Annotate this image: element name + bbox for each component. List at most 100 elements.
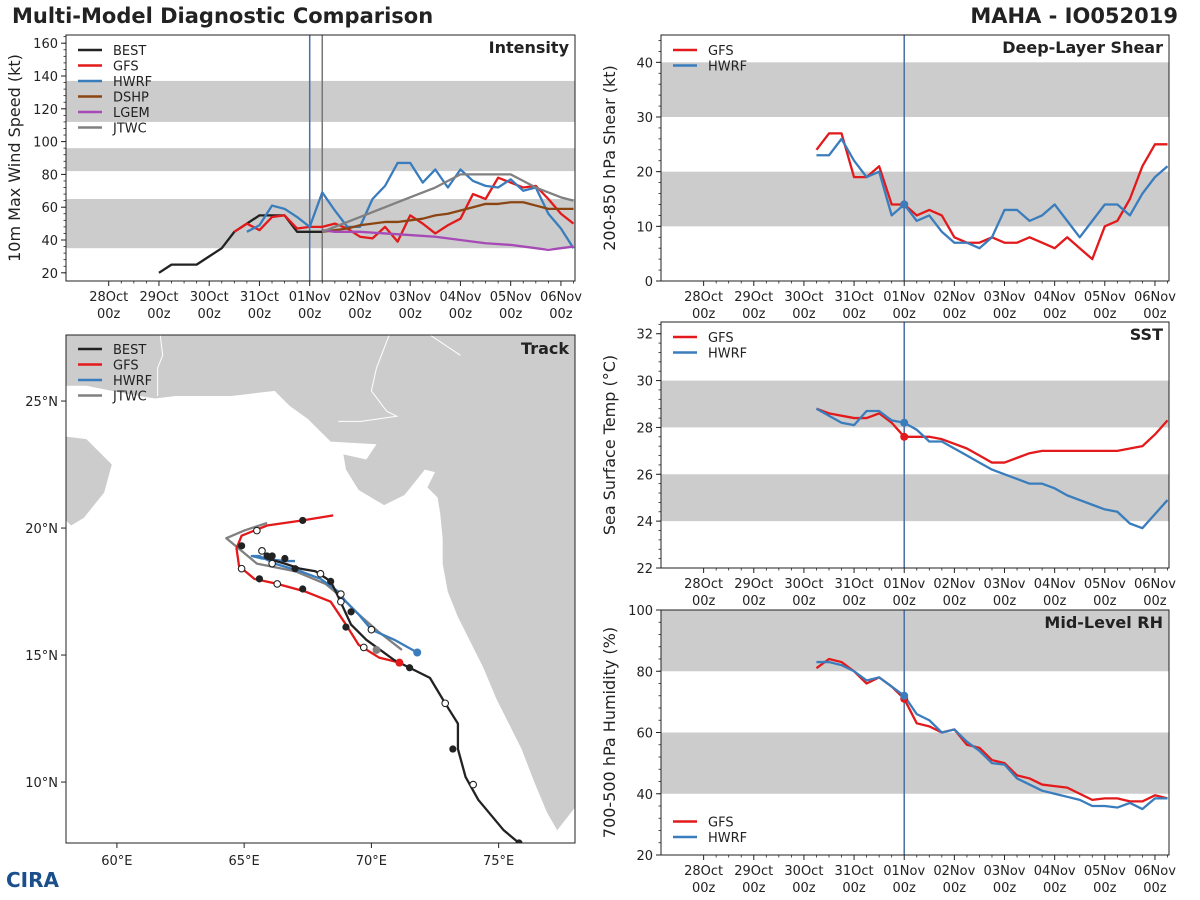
intensity-xtick-hour: 00z <box>348 307 372 322</box>
shear-xtick-day: 06Nov <box>1134 290 1176 305</box>
rh-xtick-hour: 00z <box>1143 881 1167 896</box>
shear-xtick-hour: 00z <box>742 307 766 322</box>
intensity-series-jtwc <box>321 173 574 233</box>
intensity-xtick-day: 28Oct <box>89 290 128 305</box>
shear-ytick-label: 0 <box>645 275 653 290</box>
country-border <box>338 335 399 422</box>
sst-xtick-day: 01Nov <box>883 577 925 592</box>
sst-xtick-day: 30Oct <box>784 577 823 592</box>
shear-ylabel: 200-850 hPa Shear (kt) <box>600 65 619 251</box>
shear-xtick-hour: 00z <box>692 307 716 322</box>
rh-band <box>661 732 1169 794</box>
track-title: Track <box>521 339 569 358</box>
intensity-band <box>66 199 575 249</box>
rh-frame <box>660 609 1170 856</box>
rh-ytick-label: 80 <box>636 665 653 680</box>
gfs-track-end-marker <box>395 658 404 667</box>
track-xtick-label: 70°E <box>356 854 387 869</box>
best-track-marker <box>299 585 307 593</box>
sst-band <box>661 380 1169 428</box>
best-track-open-marker <box>316 569 325 578</box>
best-track-open-marker <box>469 780 478 789</box>
sst-legend-label-gfs: GFS <box>708 331 734 346</box>
best-track-marker <box>515 839 523 843</box>
sst-xtick-hour: 00z <box>792 594 816 609</box>
best-track-open-marker <box>337 590 345 598</box>
intensity-xtick-hour: 00z <box>198 307 222 322</box>
shear-xtick-hour: 00z <box>842 307 866 322</box>
shear-ytick-label: 30 <box>636 111 653 126</box>
best-track-marker <box>347 608 355 616</box>
sst-xtick-day: 02Nov <box>933 577 975 592</box>
intensity-series-dshp <box>322 201 574 233</box>
sst-xtick-day: 05Nov <box>1084 577 1126 592</box>
intensity-ylabel: 10m Max Wind Speed (kt) <box>5 54 24 262</box>
intensity-ytick-label: 40 <box>41 234 58 249</box>
page-title: Multi-Model Diagnostic Comparison <box>12 4 434 28</box>
rh-xtick-day: 03Nov <box>984 864 1026 879</box>
shear-xtick-day: 04Nov <box>1034 290 1076 305</box>
sst-xtick-hour: 00z <box>993 594 1017 609</box>
best-track-open-marker <box>253 526 261 535</box>
best-track-marker <box>327 577 335 585</box>
intensity-xtick-hour: 00z <box>449 307 473 322</box>
intensity-ytick-label: 80 <box>41 168 58 183</box>
sst-ytick-label: 26 <box>636 468 653 483</box>
intensity-ytick-label: 120 <box>33 103 58 118</box>
sst-xtick-hour: 00z <box>842 594 866 609</box>
country-border <box>157 335 164 396</box>
intensity-xtick-day: 05Nov <box>490 290 532 305</box>
best-track-marker <box>449 745 457 753</box>
track-plot-area <box>66 335 575 843</box>
best-track-open-marker <box>268 559 276 568</box>
country-border <box>429 335 461 356</box>
sst-plot-area <box>815 407 1169 530</box>
track-legend-label-jtwc: JTWC <box>112 390 147 405</box>
shear-ytick-label: 20 <box>636 166 653 181</box>
shear-xtick-day: 03Nov <box>984 290 1026 305</box>
rh-band <box>661 610 1169 672</box>
rh-ylabel: 700-500 hPa Humidity (%) <box>600 627 619 838</box>
sst-xtick-hour: 00z <box>1043 594 1067 609</box>
sst-ytick-label: 22 <box>636 562 653 577</box>
intensity-ytick-label: 60 <box>41 201 58 216</box>
best-track-marker <box>342 623 350 631</box>
rh-ytick-label: 20 <box>636 849 653 864</box>
best-track-marker <box>268 552 276 560</box>
intensity-xtick-hour: 00z <box>549 307 573 322</box>
shear-xtick-hour: 00z <box>893 307 917 322</box>
intensity-xtick-day: 03Nov <box>389 290 431 305</box>
rh-series-hwrf <box>816 660 1168 811</box>
cira-logo: CIRA <box>6 868 59 892</box>
sst-series-hwrf <box>815 407 1169 530</box>
track-xtick-label: 60°E <box>101 854 132 869</box>
intensity-ytick-label: 100 <box>33 136 58 151</box>
track-legend-label-best: BEST <box>113 343 146 358</box>
shear-xtick-day: 28Oct <box>684 290 723 305</box>
sst-frame <box>660 321 1170 569</box>
intensity-frame <box>65 34 576 282</box>
best-track-open-marker <box>359 643 368 652</box>
rh-xtick-hour: 00z <box>792 881 816 896</box>
intensity-xtick-hour: 00z <box>147 307 171 322</box>
shear-xtick-day: 31Oct <box>835 290 874 305</box>
intensity-xtick-hour: 00z <box>399 307 423 322</box>
rh-ytick-label: 40 <box>636 788 653 803</box>
sst-series-gfs <box>816 407 1169 464</box>
rh-ytick-label: 100 <box>628 604 653 619</box>
sst-ytick-label: 28 <box>636 421 653 436</box>
intensity-xtick-day: 04Nov <box>439 290 481 305</box>
sst-xtick-day: 29Oct <box>734 577 773 592</box>
rh-ytick-label: 60 <box>636 727 653 742</box>
sst-marker-hwrf <box>900 418 909 427</box>
rh-plot-area <box>815 657 1168 811</box>
rh-legend-label-hwrf: HWRF <box>708 831 747 846</box>
shear-xtick-hour: 00z <box>792 307 816 322</box>
intensity-xtick-hour: 00z <box>97 307 121 322</box>
sst-xtick-hour: 00z <box>893 594 917 609</box>
shear-legend-label-hwrf: HWRF <box>708 60 747 75</box>
rh-xtick-day: 02Nov <box>933 864 975 879</box>
rh-xtick-hour: 00z <box>692 881 716 896</box>
track-series-gfs <box>235 514 400 664</box>
